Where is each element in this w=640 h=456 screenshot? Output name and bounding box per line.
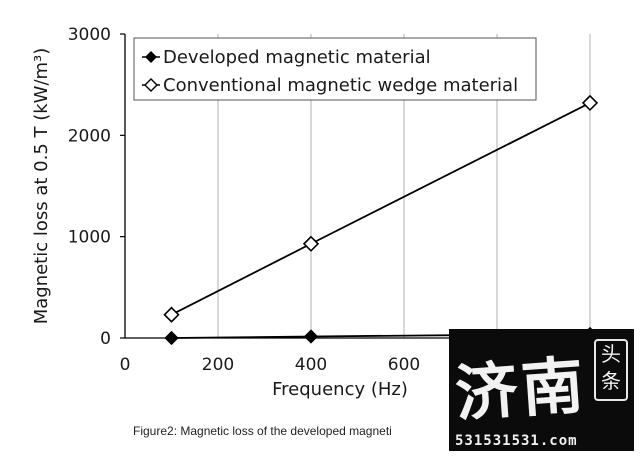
series bbox=[163, 94, 599, 346]
ticks: 0 200 400 600 0 1000 2000 3000 bbox=[68, 25, 420, 375]
watermark-text: 济南 bbox=[452, 348, 590, 431]
watermark-seal: 头条 bbox=[594, 339, 628, 401]
watermark-url: 531531531.com bbox=[455, 433, 578, 449]
y-axis-label: Magnetic loss at 0.5 T (kW/m³) bbox=[31, 48, 52, 325]
watermark-logo: 济南 头条 531531531.com bbox=[449, 329, 634, 451]
y-tick-label: 1000 bbox=[68, 228, 111, 248]
legend-items: Developed magnetic material Conventional … bbox=[142, 47, 518, 96]
data-point-2 bbox=[302, 235, 320, 252]
data-point-1 bbox=[303, 329, 319, 344]
y-tick-label: 0 bbox=[100, 329, 111, 349]
data-point-1 bbox=[164, 330, 179, 346]
legend-marker bbox=[145, 51, 157, 63]
x-tick-label: 400 bbox=[295, 355, 327, 375]
legend-label: Developed magnetic material bbox=[163, 47, 431, 68]
legend: Developed magnetic material Conventional … bbox=[133, 37, 537, 101]
x-tick-label: 0 bbox=[120, 355, 131, 375]
legend-label: Conventional magnetic wedge material bbox=[163, 75, 518, 96]
x-axis-label: Frequency (Hz) bbox=[272, 379, 408, 400]
data-point-2 bbox=[581, 94, 599, 112]
y-tick-label: 2000 bbox=[68, 126, 111, 146]
chart: 0 200 400 600 0 1000 2000 3000 Magnetic loss at… bbox=[31, 25, 599, 400]
figure-caption: Figure2: Magnetic loss of the developed … bbox=[133, 424, 392, 438]
legend-marker bbox=[144, 78, 158, 92]
y-tick-label: 3000 bbox=[68, 25, 111, 45]
x-tick-label: 200 bbox=[202, 355, 234, 375]
data-point-2 bbox=[163, 306, 180, 323]
series-line-2 bbox=[171, 102, 591, 316]
x-tick-label: 600 bbox=[388, 355, 420, 375]
legend-box bbox=[133, 37, 537, 101]
